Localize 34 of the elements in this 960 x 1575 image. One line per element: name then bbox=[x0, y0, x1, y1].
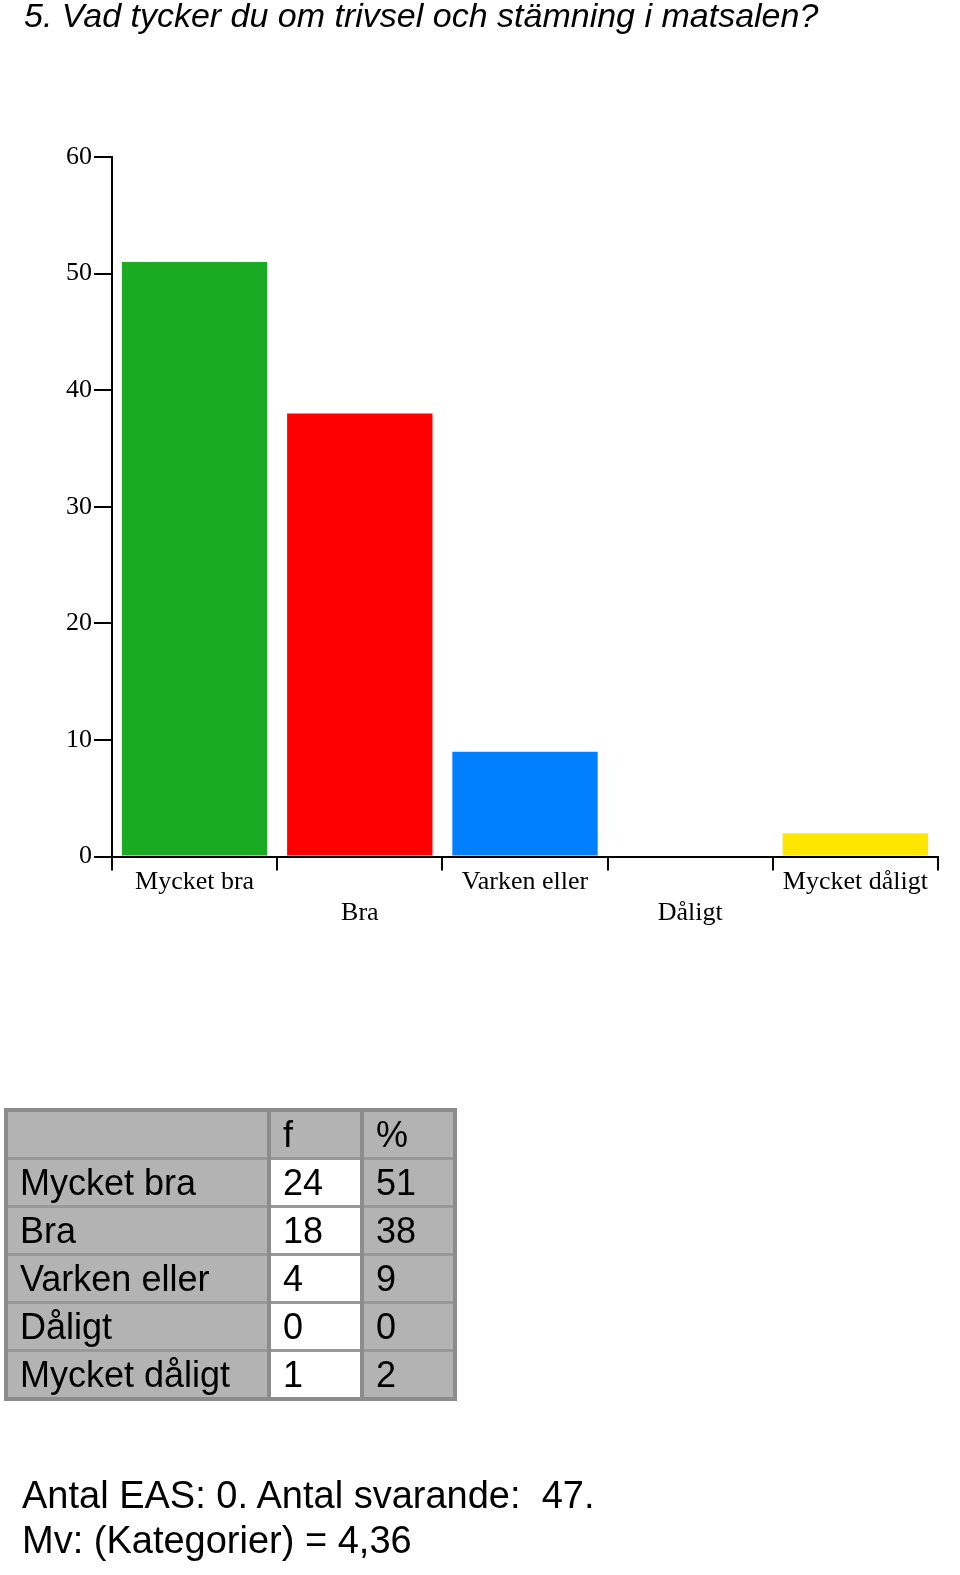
data-label: 9 bbox=[362, 1254, 455, 1303]
y-tick-label: 0 bbox=[79, 840, 92, 870]
y-tick-label: 10 bbox=[66, 723, 92, 753]
data-label: 38 bbox=[362, 1206, 455, 1255]
data-label: 2 bbox=[362, 1350, 455, 1399]
bar bbox=[782, 833, 929, 856]
y-tick-label: 20 bbox=[66, 607, 92, 637]
series-label: f bbox=[269, 1110, 362, 1159]
bar bbox=[452, 751, 598, 856]
y-tick-label: 40 bbox=[66, 374, 92, 404]
y-tick-label: 60 bbox=[66, 140, 92, 170]
category-label: Bra bbox=[6, 1206, 269, 1255]
data-label: 0 bbox=[269, 1302, 362, 1351]
category-label: Dåligt bbox=[6, 1302, 269, 1351]
category-label: Mycket bra bbox=[6, 1158, 269, 1207]
data-label: 24 bbox=[269, 1158, 362, 1207]
data-label: 4 bbox=[269, 1254, 362, 1303]
x-tick-label: Mycket bra bbox=[135, 866, 255, 896]
data-label: 0 bbox=[362, 1302, 455, 1351]
data-label: 1 bbox=[269, 1350, 362, 1399]
x-tick-label: Mycket dåligt bbox=[782, 866, 929, 896]
bar bbox=[121, 261, 268, 856]
y-tick-label: 50 bbox=[66, 257, 92, 287]
data-label: 51 bbox=[362, 1158, 455, 1207]
bar bbox=[287, 413, 433, 856]
y-tick-label: 30 bbox=[66, 490, 92, 520]
series-label: % bbox=[362, 1110, 455, 1159]
category-label: Mycket dåligt bbox=[6, 1350, 269, 1399]
text: Mv: (Kategorier) = 4,36 bbox=[22, 1518, 413, 1563]
category-label: Varken eller bbox=[6, 1254, 269, 1303]
text: Antal EAS: 0. Antal svarande: 47. bbox=[22, 1473, 595, 1518]
data-label: 18 bbox=[269, 1206, 362, 1255]
x-tick-label: Varken eller bbox=[461, 866, 589, 896]
chart-title: 5. Vad tycker du om trivsel och stämning i matsalen? bbox=[24, 0, 819, 35]
